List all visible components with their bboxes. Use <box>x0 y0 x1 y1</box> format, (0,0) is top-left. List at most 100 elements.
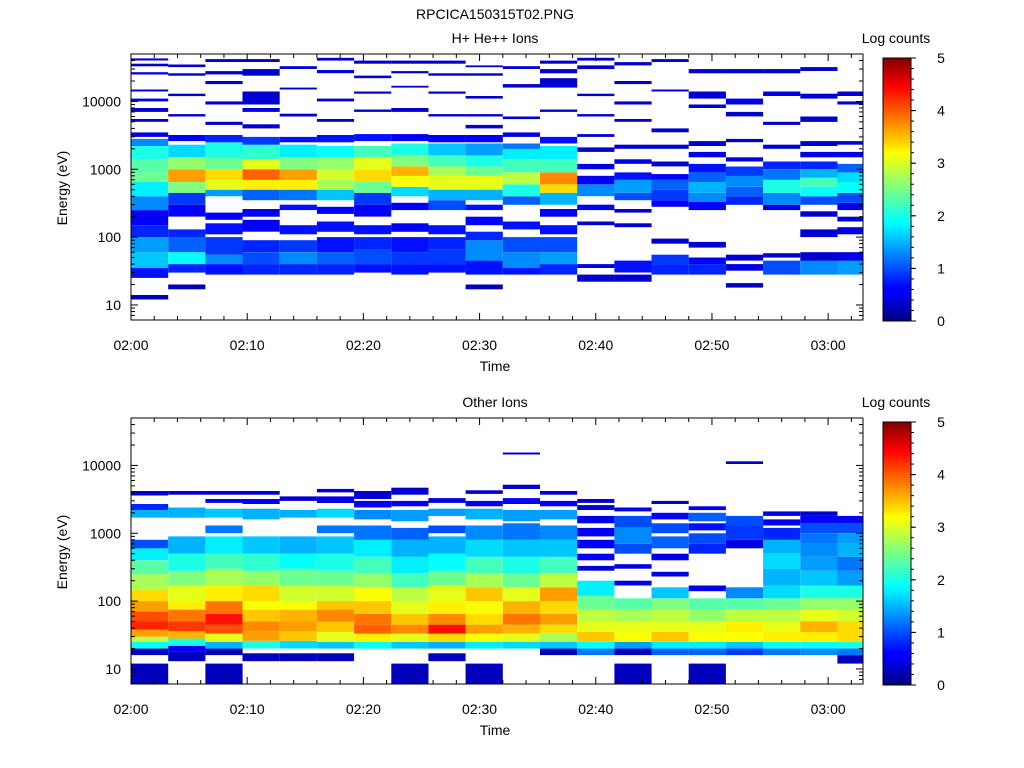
heatmap-cell <box>577 93 615 97</box>
heatmap-cell <box>502 587 540 602</box>
y-tick-label: 10000 <box>82 93 121 109</box>
heatmap-cell <box>168 157 206 170</box>
heatmap-cell <box>800 260 838 275</box>
heatmap-cell <box>465 231 503 241</box>
heatmap-cell <box>316 609 355 622</box>
heatmap-cell <box>242 144 280 160</box>
heatmap-cell <box>205 585 243 602</box>
heatmap-cell <box>614 543 652 554</box>
heatmap-cell <box>205 142 243 158</box>
heatmap-cell <box>688 585 726 592</box>
heatmap-cell <box>242 536 280 554</box>
colorbar-tick-label: 3 <box>937 519 945 535</box>
heatmap-cell <box>316 252 355 265</box>
heatmap-cell <box>279 252 317 265</box>
heatmap-cell <box>540 500 578 507</box>
heatmap-cell <box>837 141 863 145</box>
heatmap-cell <box>763 144 801 149</box>
heatmap-cell <box>168 631 206 639</box>
heatmap-cell <box>763 204 801 211</box>
heatmap-cell <box>614 101 652 105</box>
heatmap-cell <box>242 108 280 112</box>
heatmap-cell <box>502 601 540 614</box>
heatmap-cell <box>800 632 838 642</box>
heatmap-cell <box>168 169 206 182</box>
heatmap-cell <box>614 621 652 632</box>
colorbar <box>882 57 912 322</box>
heatmap-cell <box>651 128 689 133</box>
heatmap-cell <box>502 143 540 149</box>
heatmap-cell <box>242 59 280 62</box>
heatmap-cell <box>800 570 838 586</box>
heatmap-cell <box>502 613 540 625</box>
heatmap-cell <box>316 553 355 571</box>
heatmap-cell <box>577 621 615 632</box>
heatmap-cell <box>651 587 689 599</box>
heatmap-cell <box>800 229 838 238</box>
heatmap-cell <box>391 237 429 253</box>
heatmap-cell <box>354 146 392 158</box>
heatmap-cell <box>502 510 540 522</box>
heatmap-cell <box>614 144 652 149</box>
heatmap-cell <box>540 159 578 173</box>
heatmap-cell <box>688 163 726 173</box>
heatmap-cell <box>316 98 355 102</box>
heatmap-cell <box>428 143 466 156</box>
heatmap-cell <box>725 175 764 187</box>
heatmap-cell <box>763 161 801 170</box>
heatmap-cell <box>725 461 764 464</box>
heatmap-cell <box>688 648 726 656</box>
heatmap-cell <box>428 570 466 586</box>
heatmap-cell <box>614 209 652 213</box>
heatmap-cell <box>725 632 764 642</box>
heatmap-cell <box>800 186 838 197</box>
heatmap-cell <box>614 598 652 610</box>
heatmap-cell <box>725 186 764 197</box>
heatmap-cell <box>131 72 169 75</box>
heatmap-cell <box>614 223 652 228</box>
heatmap-cell <box>577 204 615 211</box>
heatmap-cell <box>614 119 652 122</box>
heatmap-cell <box>577 553 615 561</box>
heatmap-cell <box>540 69 578 74</box>
heatmap-cell <box>837 655 863 664</box>
heatmap-cell <box>205 179 243 190</box>
heatmap-cell <box>168 609 206 622</box>
heatmap-cell <box>540 109 578 112</box>
x-tick-label: 02:50 <box>694 337 729 353</box>
heatmap-cell <box>242 491 280 495</box>
heatmap-cell <box>577 539 615 549</box>
heatmap-cell <box>354 510 392 520</box>
y-tick-label: 1000 <box>90 525 121 541</box>
heatmap-cell <box>354 633 392 642</box>
heatmap-cell <box>168 638 206 646</box>
heatmap-cell <box>131 601 169 612</box>
heatmap-cell <box>279 653 317 662</box>
heatmap-cell <box>465 508 503 520</box>
colorbar-label: Log counts <box>862 394 931 410</box>
colorbar-tick-label: 2 <box>937 208 945 224</box>
heatmap-cell <box>316 70 355 74</box>
heatmap-cell <box>763 91 801 96</box>
heatmap-cell <box>428 624 466 634</box>
x-tick-label: 02:20 <box>346 337 381 353</box>
heatmap-cell <box>725 539 764 549</box>
colorbar-tick-label: 2 <box>937 572 945 588</box>
heatmap-cell <box>131 574 169 590</box>
heatmap-cell <box>837 556 863 571</box>
y-tick-label: 1000 <box>90 161 121 177</box>
heatmap-cell <box>465 642 503 649</box>
heatmap-cell <box>131 225 169 238</box>
heatmap-cell <box>465 539 503 557</box>
heatmap-cell <box>131 210 169 226</box>
heatmap-cell <box>354 157 392 170</box>
y-tick-label: 10 <box>105 661 121 677</box>
heatmap-cell <box>168 570 206 586</box>
heatmap-cell <box>465 155 503 167</box>
heatmap-cell <box>168 507 206 518</box>
heatmap-cell <box>428 498 466 503</box>
heatmap-cell <box>354 91 392 94</box>
heatmap-cell <box>242 609 280 622</box>
heatmap-cell <box>465 189 503 201</box>
axis-ticks: 10 100 1000 10000 02:00 02:10 02:20 02:30 02:40 0… <box>82 53 863 353</box>
